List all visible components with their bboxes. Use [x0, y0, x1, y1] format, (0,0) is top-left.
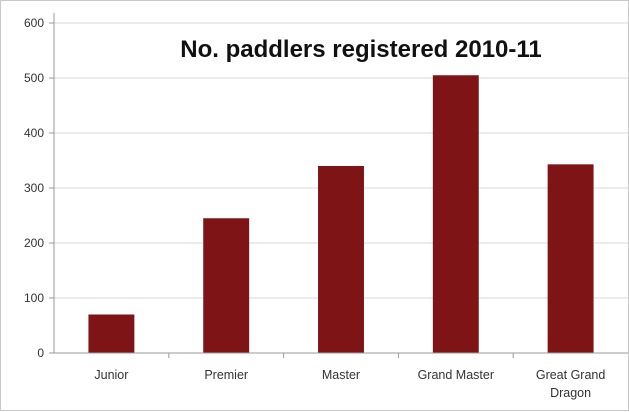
- x-category-labels: Junior Premier Master Grand Master Great Gra…: [94, 368, 605, 400]
- bar-premier: [203, 218, 250, 353]
- bar-great-grand-dragon: [547, 164, 594, 353]
- y-tick-label: 500: [24, 71, 44, 85]
- x-category-label: Master: [322, 368, 360, 382]
- x-category-label: Dragon: [550, 386, 591, 400]
- y-tick-label: 100: [24, 291, 44, 305]
- chart-title: No. paddlers registered 2010-11: [180, 36, 542, 63]
- axes: [49, 13, 628, 358]
- x-category-label: Grand Master: [418, 368, 494, 382]
- y-tick-labels: 0 100 200 300 400 500 600: [24, 16, 44, 360]
- x-category-label: Junior: [94, 368, 128, 382]
- bar-master: [318, 166, 364, 353]
- y-tick-label: 300: [24, 181, 44, 195]
- y-tick-label: 0: [37, 346, 44, 360]
- y-tick-label: 400: [24, 126, 44, 140]
- x-category-label: Great Grand: [536, 368, 606, 382]
- y-tick-label: 200: [24, 236, 44, 250]
- bars: [88, 75, 594, 353]
- bar-junior: [88, 314, 135, 353]
- x-category-label: Premier: [204, 368, 248, 382]
- y-tick-label: 600: [24, 16, 44, 30]
- bar-grand-master: [432, 75, 479, 353]
